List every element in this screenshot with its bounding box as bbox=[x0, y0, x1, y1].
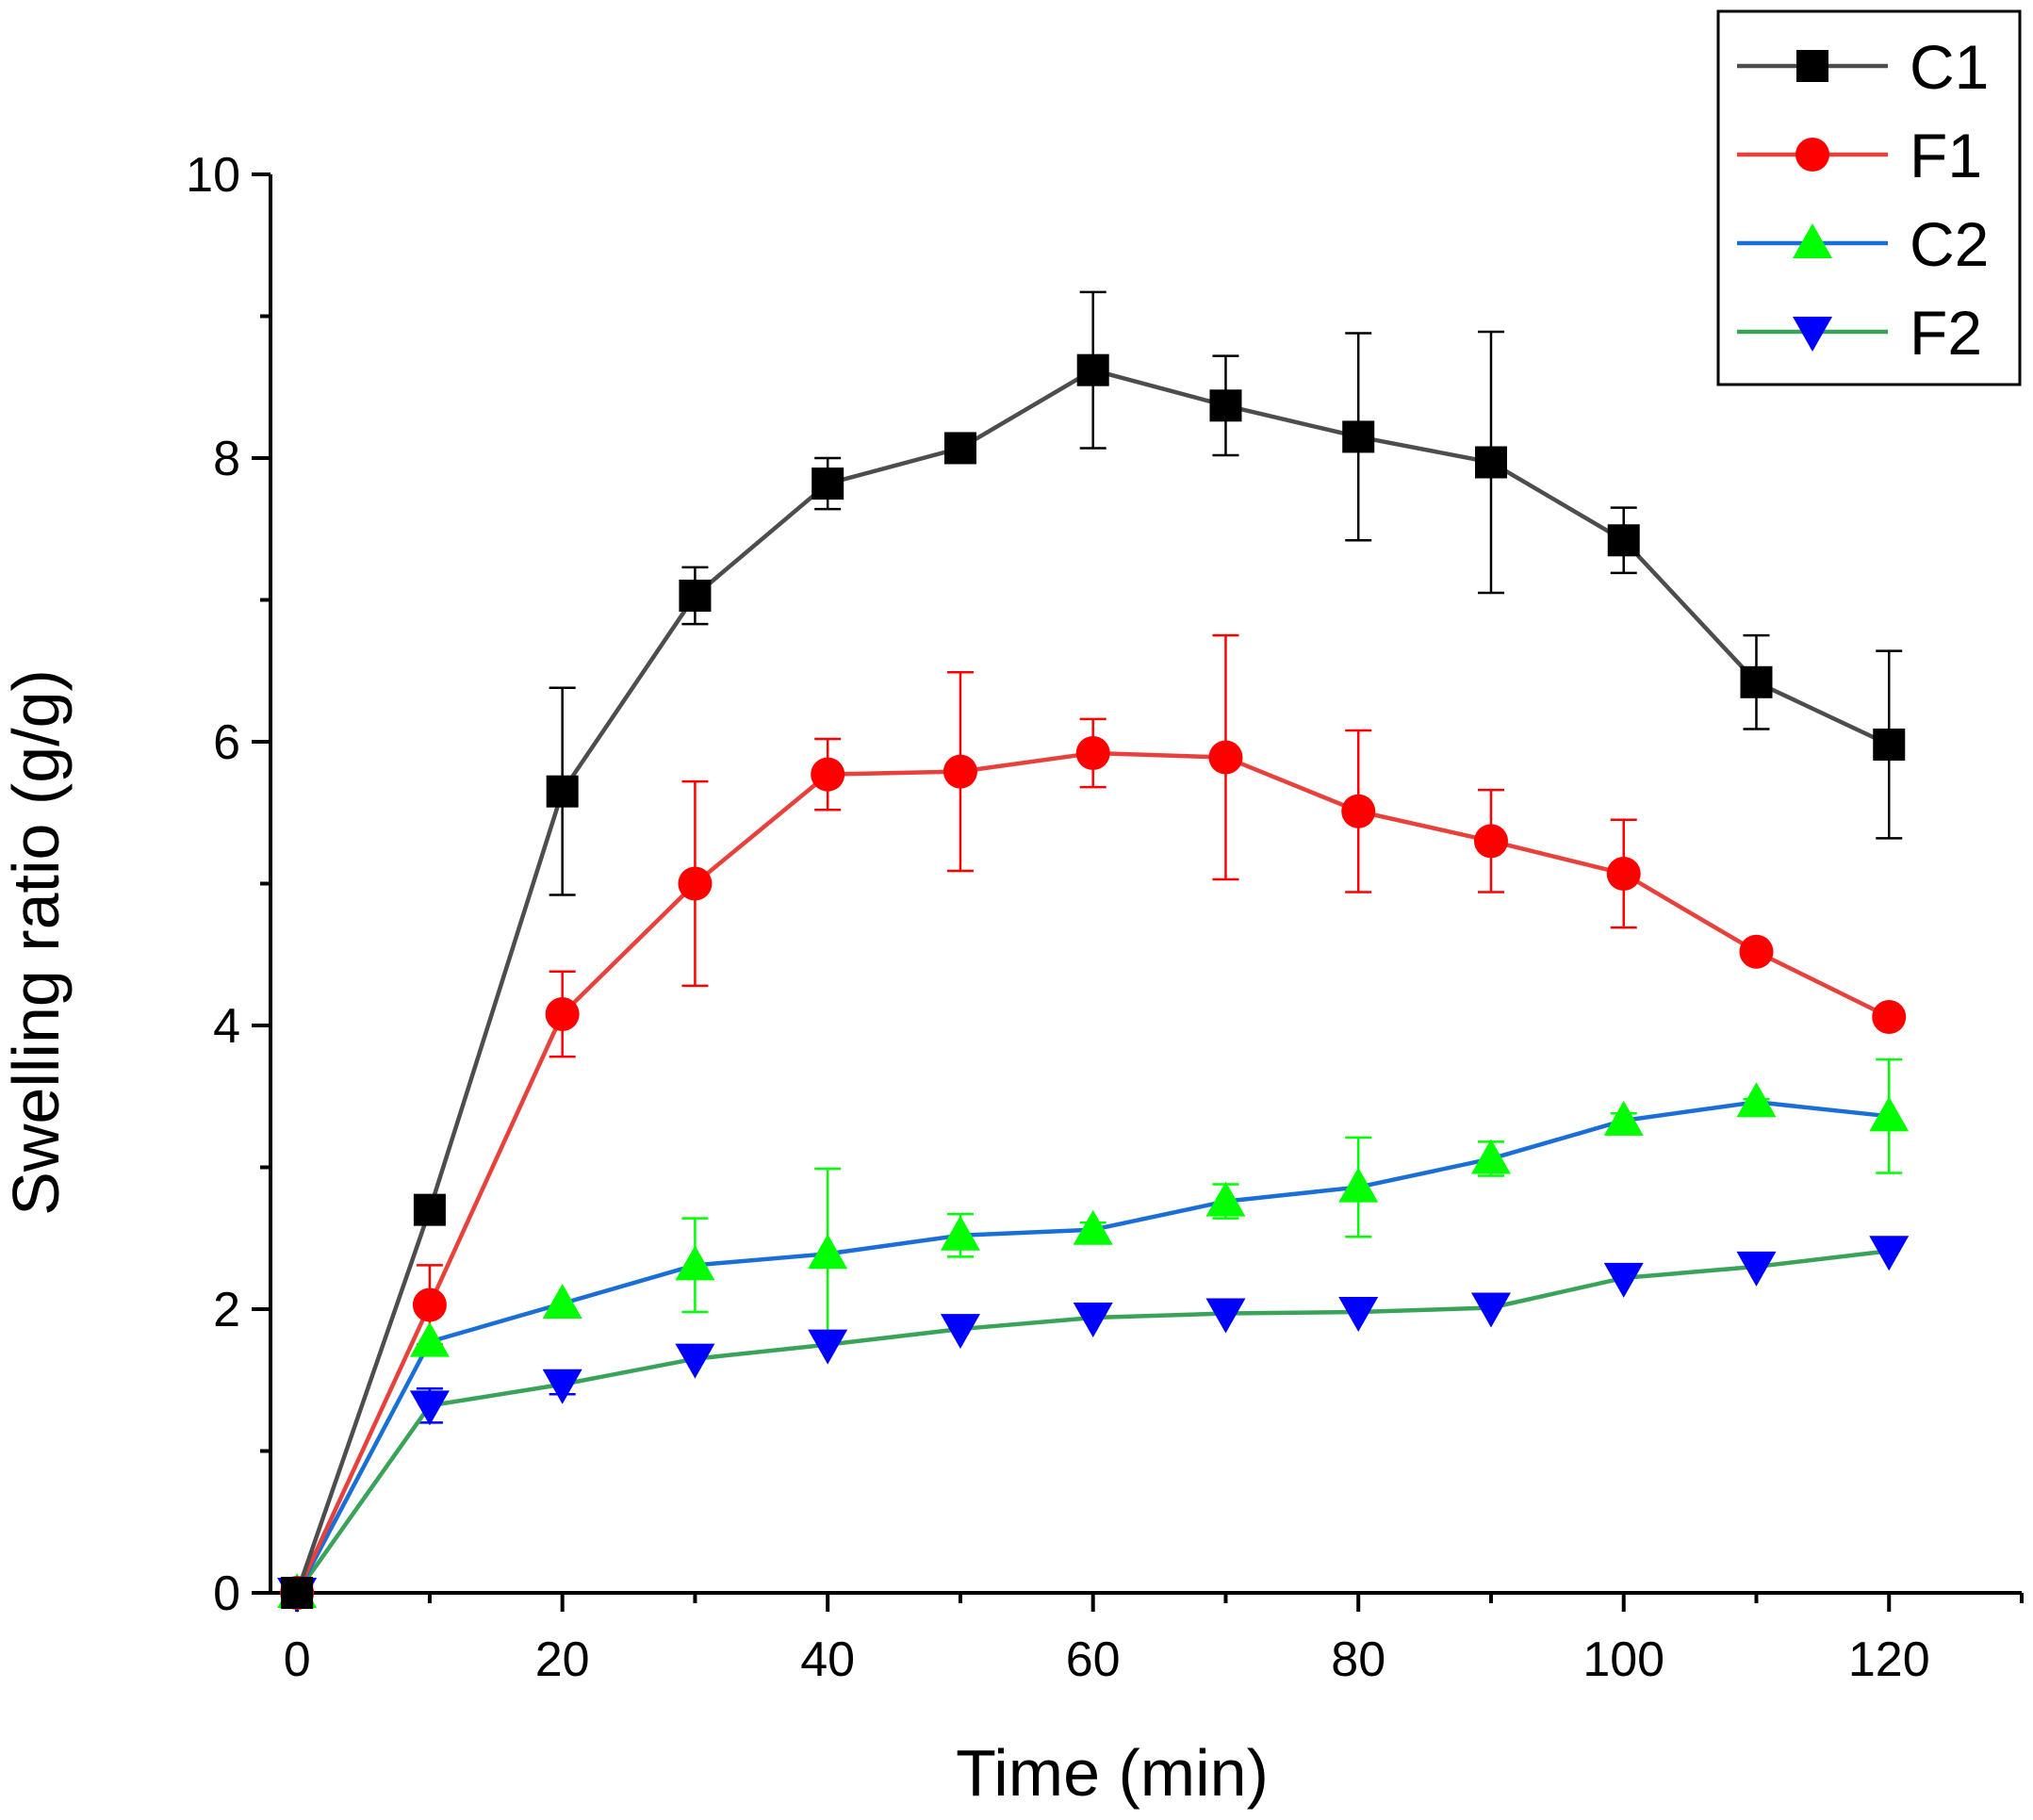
x-tick-label: 80 bbox=[1331, 1632, 1385, 1687]
data-point-c1 bbox=[1607, 524, 1640, 557]
legend-box bbox=[1716, 9, 2022, 386]
data-point-c1 bbox=[1076, 353, 1109, 386]
data-point-c2 bbox=[542, 1283, 582, 1319]
legend-label-f1: F1 bbox=[1910, 121, 1982, 190]
series-line-c1 bbox=[295, 368, 1891, 1594]
series-line-c2 bbox=[295, 1100, 1890, 1595]
x-axis-title: Time (min) bbox=[956, 1736, 1269, 1810]
x-tick-label: 40 bbox=[800, 1632, 855, 1687]
series-lines bbox=[295, 368, 1891, 1595]
data-point-f2 bbox=[1603, 1262, 1644, 1298]
y-tick-label: 8 bbox=[213, 432, 240, 486]
data-point-f1 bbox=[678, 866, 713, 901]
data-point-f2 bbox=[675, 1343, 715, 1379]
axes: 0 20 40 60 80 100 120 0 2 4 6 8 10 bbox=[186, 148, 2024, 1687]
y-tick-label: 6 bbox=[213, 715, 240, 770]
legend-marker-c1 bbox=[1796, 50, 1828, 82]
data-point-f1 bbox=[1341, 794, 1376, 828]
error-bars bbox=[416, 290, 1903, 1424]
data-point-c1 bbox=[281, 1577, 314, 1609]
legend-marker-f2 bbox=[1793, 317, 1832, 352]
data-point-f1 bbox=[1872, 999, 1907, 1034]
data-point-c2 bbox=[1603, 1100, 1644, 1136]
data-point-f1 bbox=[412, 1287, 447, 1322]
x-tick-label: 0 bbox=[284, 1632, 311, 1687]
data-point-f2 bbox=[1073, 1303, 1113, 1338]
data-point-c1 bbox=[1873, 729, 1906, 762]
x-tick-label: 100 bbox=[1582, 1632, 1664, 1687]
data-point-c2 bbox=[1869, 1096, 1910, 1132]
data-point-c2 bbox=[1073, 1209, 1113, 1245]
series-markers bbox=[277, 353, 1910, 1613]
data-point-f1 bbox=[1473, 824, 1508, 859]
data-point-f1 bbox=[1208, 740, 1243, 775]
x-tick-label: 20 bbox=[535, 1632, 590, 1687]
data-point-c1 bbox=[1740, 665, 1773, 698]
data-point-f2 bbox=[542, 1369, 582, 1404]
legend-label-c1: C1 bbox=[1910, 32, 1989, 102]
data-point-c1 bbox=[943, 432, 976, 465]
data-point-f2 bbox=[940, 1314, 980, 1350]
data-point-f1 bbox=[545, 996, 580, 1031]
data-point-c1 bbox=[1474, 446, 1507, 479]
y-tick-label: 4 bbox=[213, 999, 240, 1054]
y-axis-title: Swelling ratio (g/g) bbox=[0, 669, 73, 1216]
y-tick-label: 10 bbox=[186, 148, 240, 203]
series-line-f2 bbox=[295, 1249, 1890, 1595]
y-tick-label: 2 bbox=[213, 1283, 240, 1337]
data-point-c2 bbox=[808, 1234, 848, 1270]
data-point-f1 bbox=[1075, 736, 1110, 771]
data-point-c2 bbox=[409, 1321, 450, 1357]
data-point-c1 bbox=[546, 775, 579, 808]
data-point-c2 bbox=[1736, 1082, 1777, 1118]
data-point-f2 bbox=[1869, 1236, 1910, 1271]
data-point-f2 bbox=[409, 1390, 450, 1426]
data-point-f2 bbox=[1470, 1292, 1511, 1328]
data-point-c2 bbox=[675, 1245, 715, 1281]
data-point-f2 bbox=[808, 1329, 848, 1365]
data-point-f1 bbox=[811, 757, 845, 792]
data-point-f2 bbox=[1205, 1298, 1246, 1334]
data-point-c2 bbox=[1470, 1139, 1511, 1174]
data-point-c2 bbox=[1205, 1181, 1246, 1217]
legend-label-f2: F2 bbox=[1910, 298, 1982, 368]
data-point-c1 bbox=[1209, 389, 1242, 422]
data-point-f2 bbox=[1338, 1297, 1379, 1333]
legend-label-c2: C2 bbox=[1910, 209, 1989, 279]
data-point-c2 bbox=[1338, 1167, 1379, 1203]
x-tick-label: 120 bbox=[1848, 1632, 1930, 1687]
data-point-f1 bbox=[1739, 934, 1774, 969]
y-tick-label: 0 bbox=[213, 1566, 240, 1621]
legend-marker-f1 bbox=[1795, 138, 1829, 172]
data-point-f2 bbox=[1736, 1251, 1777, 1287]
data-point-c1 bbox=[413, 1193, 446, 1226]
data-point-f1 bbox=[943, 754, 977, 789]
x-tick-label: 60 bbox=[1066, 1632, 1121, 1687]
legend-marker-c2 bbox=[1793, 223, 1832, 258]
data-point-c1 bbox=[812, 467, 844, 500]
data-point-c2 bbox=[940, 1215, 980, 1251]
legend: C1 F1 C2 F2 bbox=[1716, 9, 2022, 386]
data-point-c1 bbox=[679, 579, 712, 612]
data-point-f1 bbox=[1606, 856, 1641, 891]
data-point-c1 bbox=[1342, 420, 1375, 453]
